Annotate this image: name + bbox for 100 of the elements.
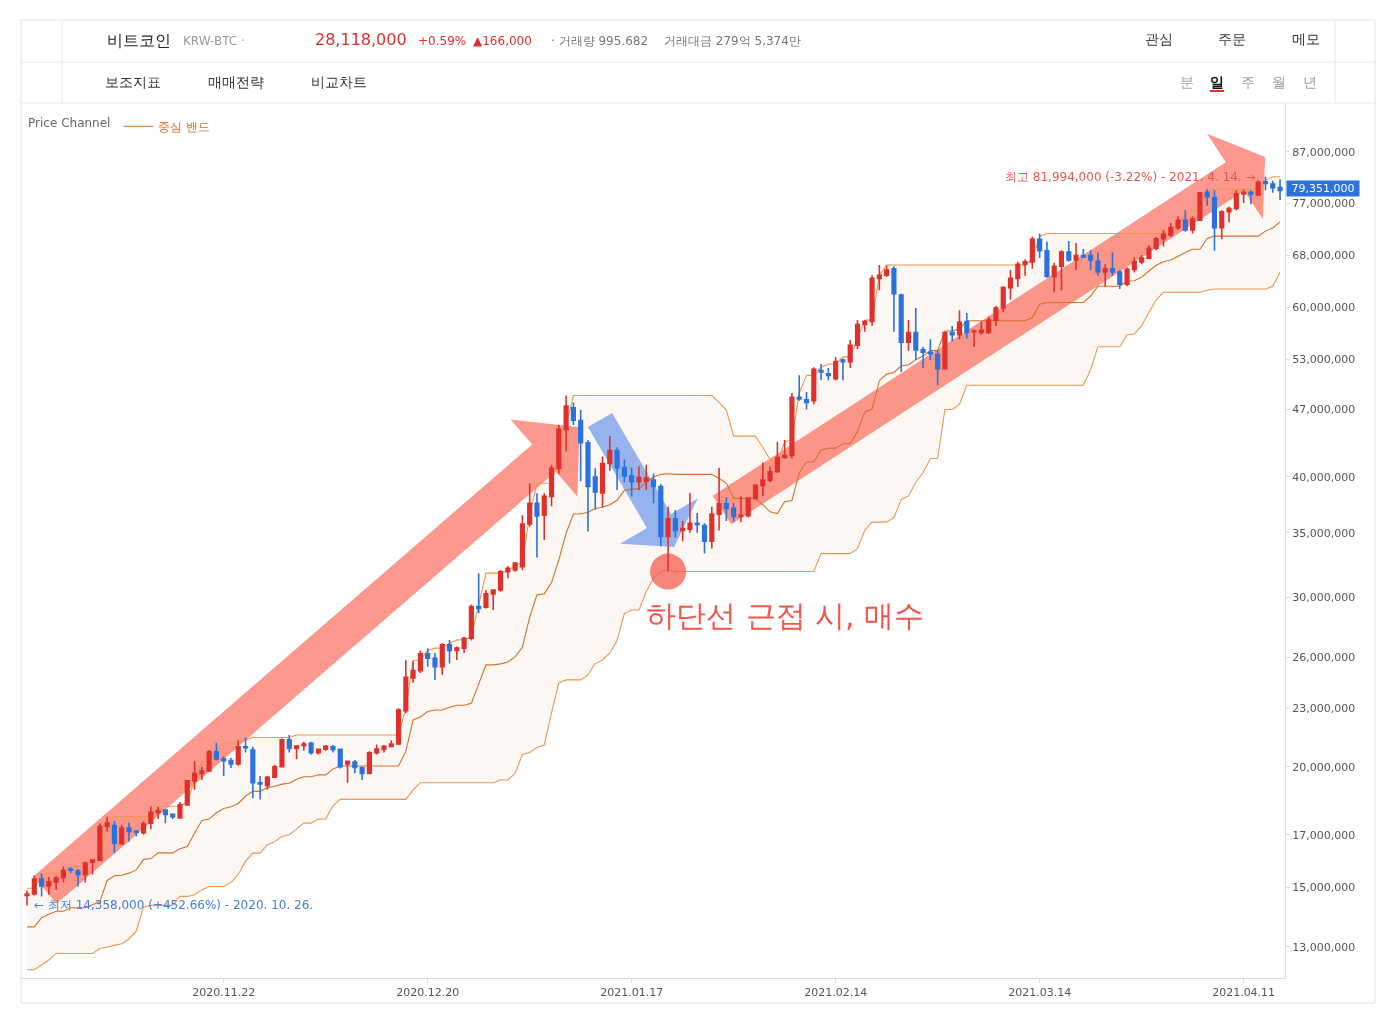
candlestick [1051, 262, 1057, 294]
candlestick [935, 349, 941, 387]
candlestick [1044, 240, 1050, 279]
candlestick [1037, 232, 1043, 259]
x-tick-label: 2021.01.17 [600, 986, 664, 1000]
candlestick [374, 743, 380, 756]
candlestick [1168, 222, 1174, 238]
candlestick [1080, 248, 1086, 259]
text: 79,351,000 [1291, 182, 1355, 195]
annotation: 하단선 근접 시, 매수 [646, 598, 925, 633]
candlestick [964, 312, 970, 340]
y-tick-label: 35,000,000 [1292, 526, 1356, 540]
candlestick [1204, 188, 1210, 207]
y-tick-label: 68,000,000 [1292, 248, 1356, 262]
candlestick [694, 512, 700, 534]
y-tick-label: 30,000,000 [1292, 591, 1356, 605]
candlestick [425, 647, 431, 668]
candlestick [920, 346, 926, 369]
candlestick [905, 319, 912, 352]
candlestick [446, 639, 453, 665]
candlestick [1197, 191, 1203, 222]
candlestick [1270, 180, 1276, 194]
y-tick-label: 20,000,000 [1292, 760, 1356, 774]
candlestick [417, 649, 423, 674]
candlestick [344, 759, 351, 784]
candlestick [891, 265, 897, 333]
candlestick [1211, 189, 1218, 252]
candlestick [155, 806, 161, 820]
text: 메모 [1292, 31, 1320, 47]
candlestick [97, 822, 103, 862]
text: 보조지표 [105, 74, 161, 90]
candlestick [825, 367, 831, 382]
candlestick [213, 742, 219, 762]
text: 관심 [1145, 31, 1173, 47]
candlestick [833, 356, 839, 382]
candlestick [1219, 209, 1225, 241]
candlestick [381, 744, 387, 754]
candlestick [993, 305, 999, 327]
candlestick [199, 766, 205, 781]
y-tick-label: 47,000,000 [1292, 403, 1356, 417]
text: 주 [1241, 74, 1255, 90]
candlestick [1153, 236, 1159, 251]
candlestick [250, 746, 256, 800]
candlestick [1146, 244, 1152, 261]
candlestick [111, 819, 117, 854]
candlestick [162, 809, 168, 824]
candlestick [359, 766, 365, 781]
candlestick [578, 409, 584, 482]
candlestick [119, 824, 125, 846]
candlestick [927, 338, 933, 361]
candlestick [352, 759, 358, 775]
candlestick [687, 492, 693, 534]
x-tick-label: 2021.03.14 [1008, 986, 1072, 1000]
candlestick [279, 737, 285, 769]
candlestick [388, 739, 394, 748]
candlestick [767, 465, 773, 483]
candlestick [221, 755, 227, 777]
candlestick [796, 374, 802, 402]
y-tick-label: 77,000,000 [1292, 196, 1356, 210]
candlestick [133, 829, 139, 838]
candlestick [1088, 249, 1094, 271]
candlestick [789, 392, 795, 460]
candlestick [191, 760, 198, 791]
candlestick [1095, 251, 1101, 277]
candlestick [454, 645, 460, 661]
candlestick [1233, 189, 1239, 211]
candlestick [774, 441, 780, 474]
candlestick [913, 307, 919, 361]
text: 매매전략 [208, 74, 264, 90]
candlestick [621, 458, 627, 483]
x-tick-label: 2021.02.14 [804, 986, 868, 1000]
candlestick [971, 328, 977, 348]
candlestick [650, 472, 657, 505]
candlestick [731, 502, 737, 523]
candlestick [1007, 269, 1014, 301]
candlestick [862, 319, 868, 333]
candlestick [760, 461, 766, 497]
candlestick [330, 744, 336, 754]
y-tick-label: 17,000,000 [1292, 828, 1356, 842]
candlestick [1073, 242, 1079, 271]
candlestick [527, 482, 533, 528]
legend-title: Price Channel [28, 116, 111, 131]
candlestick [1248, 189, 1254, 205]
candlestick [519, 514, 525, 572]
candlestick [1226, 206, 1232, 224]
candlestick [752, 483, 759, 501]
candlestick [782, 439, 788, 460]
candlestick [556, 424, 562, 475]
candlestick [497, 569, 504, 593]
candlestick [293, 744, 300, 760]
text: 년 [1303, 74, 1317, 90]
candlestick [89, 858, 96, 876]
candlestick [709, 505, 715, 550]
chart-subtitle: KRW-BTC · [183, 34, 245, 48]
candlestick [75, 868, 81, 888]
candlestick [803, 391, 810, 411]
candlestick [82, 860, 88, 884]
candlestick [665, 505, 671, 573]
candlestick [1277, 178, 1283, 201]
y-tick-label: 60,000,000 [1292, 301, 1356, 315]
